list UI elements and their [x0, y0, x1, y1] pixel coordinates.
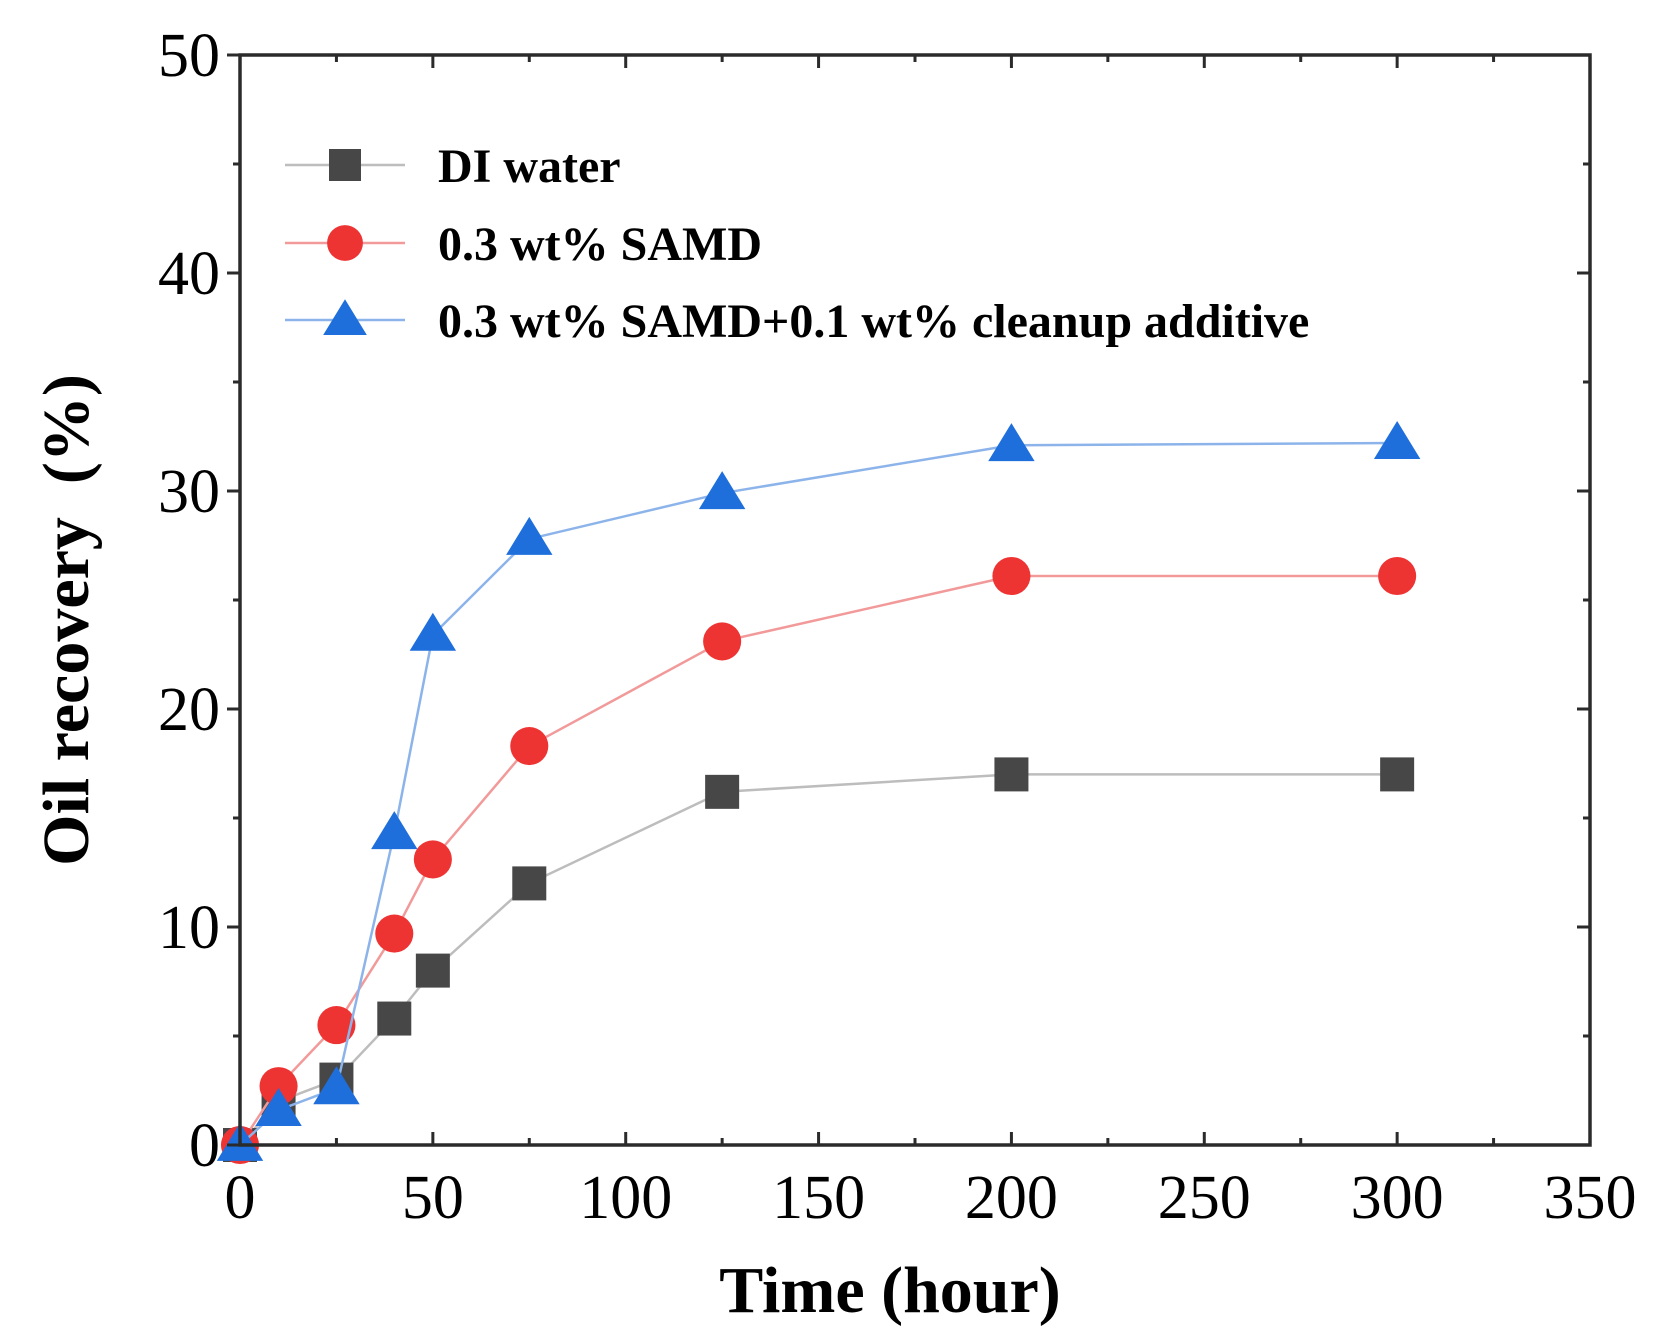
y-tick-label: 50: [158, 22, 220, 90]
legend-label: 0.3 wt% SAMD+0.1 wt% cleanup additive: [438, 295, 1309, 348]
x-tick-label: 100: [579, 1164, 672, 1232]
y-axis-title: Oil recovery (%): [30, 374, 103, 866]
data-point-circle: [317, 1006, 356, 1045]
legend-item: 0.3 wt% SAMD: [285, 218, 762, 271]
legend-item: DI water: [285, 140, 621, 193]
legend-marker-triangle: [323, 299, 367, 335]
data-point-triangle: [409, 612, 457, 651]
y-tick-label: 0: [189, 1112, 220, 1180]
data-point-square: [415, 953, 450, 988]
data-point-circle: [1378, 556, 1417, 596]
data-point-square: [994, 757, 1029, 792]
legend-marker-circle: [327, 225, 363, 261]
x-axis-title: Time (hour): [719, 1254, 1061, 1327]
legend-label: 0.3 wt% SAMD: [438, 218, 762, 271]
legend-marker-square: [329, 149, 361, 181]
data-point-circle: [259, 1067, 298, 1106]
data-point-triangle: [1373, 420, 1421, 459]
y-tick-label: 10: [158, 894, 220, 962]
y-tick-label: 40: [158, 240, 220, 308]
x-tick-label: 300: [1351, 1164, 1444, 1232]
x-tick-label: 0: [225, 1164, 256, 1232]
x-tick-label: 200: [965, 1164, 1058, 1232]
data-point-triangle: [988, 423, 1035, 462]
y-tick-label: 30: [158, 458, 220, 526]
x-tick-label: 250: [1158, 1164, 1251, 1232]
series-triangle: [216, 420, 1421, 1161]
data-point-circle: [413, 840, 452, 879]
x-tick-label: 50: [402, 1164, 464, 1232]
data-point-circle: [992, 556, 1031, 596]
data-point-square: [1380, 757, 1415, 792]
legend-item: 0.3 wt% SAMD+0.1 wt% cleanup additive: [285, 295, 1309, 348]
data-point-circle: [510, 727, 549, 766]
data-point-circle: [703, 622, 742, 661]
x-tick-label: 350: [1544, 1164, 1637, 1232]
data-point-square: [377, 1001, 412, 1036]
legend-label: DI water: [438, 140, 621, 193]
data-point-triangle: [313, 1066, 360, 1105]
data-point-circle: [375, 914, 414, 953]
axis-ticks: 0 50 100 150 200 250 300 350 0 10 20 30 40 50: [158, 22, 1637, 1232]
y-tick-label: 20: [158, 676, 220, 744]
data-point-triangle: [255, 1088, 302, 1127]
data-point-triangle: [371, 811, 418, 850]
data-point-triangle: [698, 471, 746, 510]
data-point-square: [705, 774, 740, 809]
data-point-square: [512, 866, 547, 901]
data-point-triangle: [506, 516, 553, 555]
x-tick-label: 150: [772, 1164, 865, 1232]
legend: DI water 0.3 wt% SAMD 0.3 wt% SAMD+0.1 wt%…: [285, 140, 1309, 348]
